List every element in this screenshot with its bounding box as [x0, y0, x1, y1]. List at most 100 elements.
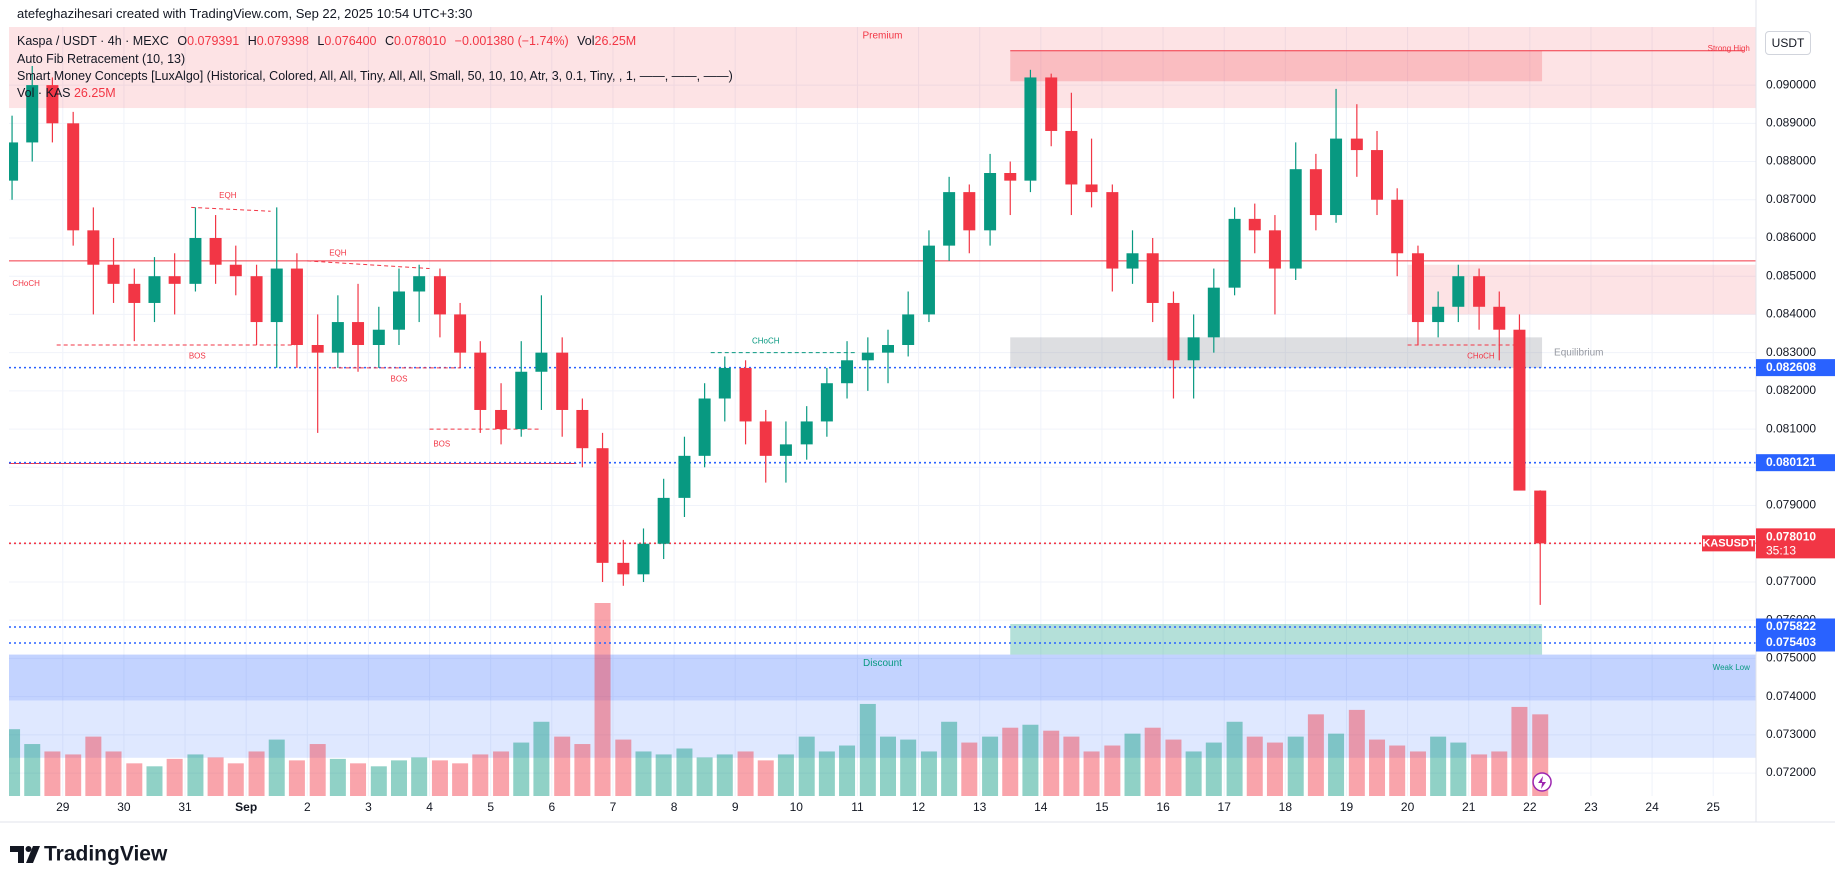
candle-body: [759, 421, 772, 456]
volume-bar: [248, 751, 265, 796]
volume-bar: [533, 721, 550, 796]
candle-body: [984, 173, 997, 231]
y-tick-label: 0.086000: [1766, 230, 1816, 244]
candle-body: [1513, 329, 1526, 491]
volume-bar: [880, 736, 897, 796]
candle-body: [943, 192, 956, 246]
volume-bar: [1022, 724, 1039, 796]
volume-bar: [554, 736, 571, 796]
candle-body: [1106, 192, 1119, 269]
volume-bar: [1165, 739, 1182, 796]
level-label-bg: [1756, 618, 1835, 636]
candle-body: [1391, 199, 1404, 254]
candle-body: [556, 352, 569, 410]
volume-bar: [309, 744, 326, 796]
annotation: BOS: [189, 352, 206, 361]
level-label: 0.082608: [1766, 360, 1816, 374]
volume-bar: [982, 736, 999, 796]
candle-body: [617, 562, 630, 575]
vol-value: 26.25M: [594, 34, 637, 48]
candle-body: [535, 352, 548, 372]
volume-bar: [798, 736, 815, 796]
x-tick-label: 13: [973, 800, 987, 814]
author-line: atefeghazihesari created with TradingVie…: [17, 6, 473, 21]
candle-body: [1207, 287, 1220, 338]
volume-bar: [839, 745, 856, 796]
candle-body: [168, 276, 181, 284]
candle-body: [596, 448, 609, 563]
last-price-label: 0.078010: [1766, 530, 1816, 544]
volume-bar: [594, 603, 611, 796]
y-tick-label: 0.085000: [1766, 268, 1816, 282]
annotation: CHoCH: [1467, 352, 1495, 361]
candle-body: [87, 230, 100, 265]
candle-body: [189, 237, 202, 284]
x-tick-label: 8: [671, 800, 678, 814]
logo-mark: [26, 846, 40, 863]
volume-bar: [1450, 742, 1467, 796]
volume-bar: [452, 763, 469, 796]
candle-body: [1146, 253, 1159, 303]
candle-body: [1289, 169, 1302, 269]
candle-body: [1126, 253, 1139, 269]
zone: [9, 654, 1756, 701]
candle-body: [1228, 218, 1241, 288]
candle-body: [128, 283, 141, 303]
volume-name: Vol · KAS: [17, 86, 71, 100]
candle-body: [963, 192, 976, 231]
y-tick-label: 0.081000: [1766, 421, 1816, 435]
volume-bar: [44, 751, 61, 796]
y-tick-label: 0.073000: [1766, 727, 1816, 741]
ohlc-key: C: [384, 34, 395, 48]
zone: [9, 700, 1756, 758]
zone-label: Premium: [862, 31, 902, 42]
candle-body: [1309, 169, 1322, 216]
volume-bar: [961, 742, 978, 796]
volume-bar: [757, 760, 774, 796]
volume-bar: [737, 751, 754, 796]
volume-bar: [85, 736, 102, 796]
y-tick-label: 0.084000: [1766, 307, 1816, 321]
y-tick-label: 0.090000: [1766, 77, 1816, 91]
ohlc-value: 0.079398: [256, 34, 309, 48]
candle-body: [433, 276, 446, 315]
volume-bar: [574, 744, 591, 796]
candle-body: [515, 371, 528, 430]
x-tick-label: 12: [912, 800, 926, 814]
x-tick-label: 29: [56, 800, 70, 814]
x-tick-label: 15: [1095, 800, 1109, 814]
x-tick-label: 21: [1462, 800, 1476, 814]
level-label: 0.075403: [1766, 635, 1816, 649]
volume-bar: [350, 763, 367, 796]
candle-body: [311, 344, 324, 353]
x-tick-label: 18: [1279, 800, 1293, 814]
volume-bar: [268, 739, 285, 796]
volume-bar: [24, 744, 41, 796]
candle-body: [902, 314, 915, 345]
x-tick-label: 22: [1523, 800, 1537, 814]
candle-body: [1248, 218, 1261, 231]
candle-body: [392, 291, 405, 330]
y-tick-label: 0.087000: [1766, 192, 1816, 206]
x-tick-label: 6: [548, 800, 555, 814]
candle-body: [841, 360, 854, 384]
y-tick-label: 0.072000: [1766, 765, 1816, 779]
candle-body: [1024, 77, 1037, 181]
candle-body: [1268, 230, 1281, 269]
structure-line: [191, 206, 271, 212]
candle-body: [474, 352, 487, 410]
logo-text: TradingView: [44, 843, 168, 866]
candle-body: [657, 497, 670, 544]
zone: [1010, 337, 1543, 368]
x-tick-label: 20: [1401, 800, 1415, 814]
candle-body: [372, 329, 385, 345]
symbol-tag: KASUSDT: [1702, 537, 1755, 549]
volume-bar: [1328, 733, 1345, 796]
volume-bar: [9, 729, 21, 796]
change-pct: (−1.74%): [517, 34, 569, 48]
volume-bar: [1104, 745, 1121, 796]
currency-button[interactable]: USDT: [1765, 31, 1811, 55]
zone-label: Discount: [863, 658, 902, 669]
